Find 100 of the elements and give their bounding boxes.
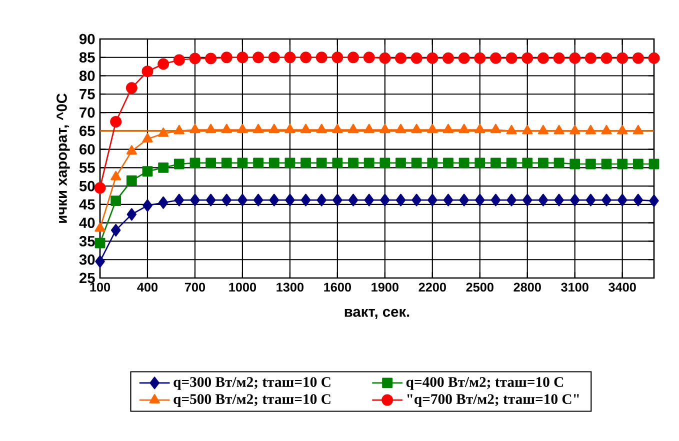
point bbox=[237, 124, 248, 134]
point bbox=[538, 194, 548, 206]
point bbox=[570, 194, 580, 206]
point bbox=[238, 194, 248, 206]
point bbox=[348, 52, 359, 64]
point bbox=[380, 124, 390, 134]
y-tick-label: 85 bbox=[79, 52, 95, 63]
point bbox=[285, 194, 295, 206]
x-tick-label: 700 bbox=[184, 282, 206, 292]
x-tick-label: 400 bbox=[137, 282, 158, 292]
point bbox=[284, 124, 296, 134]
point bbox=[426, 52, 438, 64]
point bbox=[648, 158, 660, 170]
legend-label: q=500 Вт/м2; tташ=10 C bbox=[174, 394, 330, 408]
point bbox=[602, 194, 612, 206]
point bbox=[268, 52, 280, 64]
point bbox=[348, 124, 359, 134]
point bbox=[300, 158, 311, 168]
legend-label: "q=700 Вт/м2; tташ=10 C" bbox=[407, 394, 579, 408]
point bbox=[617, 194, 628, 206]
point bbox=[554, 194, 564, 206]
point bbox=[190, 124, 200, 134]
point bbox=[189, 52, 201, 64]
point bbox=[222, 194, 232, 206]
point bbox=[506, 194, 516, 206]
point bbox=[395, 52, 406, 64]
x-tick-label: 2200 bbox=[418, 282, 446, 292]
point bbox=[174, 194, 184, 206]
x-tick-label: 1300 bbox=[276, 282, 304, 292]
point bbox=[126, 145, 137, 154]
point bbox=[126, 82, 138, 94]
point bbox=[490, 124, 502, 134]
point bbox=[553, 52, 565, 64]
point bbox=[616, 52, 628, 64]
point bbox=[458, 158, 470, 168]
point bbox=[174, 158, 184, 170]
point bbox=[158, 162, 169, 173]
point bbox=[221, 124, 232, 134]
point bbox=[221, 158, 232, 168]
point bbox=[158, 127, 169, 137]
point bbox=[173, 54, 185, 66]
point bbox=[601, 124, 612, 134]
point bbox=[158, 58, 170, 70]
point bbox=[300, 194, 311, 206]
point bbox=[158, 196, 168, 209]
point bbox=[316, 52, 328, 64]
y-tick-label: 80 bbox=[79, 70, 95, 81]
x-tick-label: 100 bbox=[90, 282, 110, 292]
point bbox=[617, 158, 628, 170]
y-tick-label: 55 bbox=[79, 162, 95, 173]
point bbox=[220, 52, 232, 64]
point bbox=[284, 158, 296, 168]
point bbox=[268, 124, 280, 134]
point bbox=[410, 52, 422, 64]
point bbox=[648, 52, 660, 64]
point bbox=[490, 194, 501, 206]
point bbox=[364, 158, 374, 168]
point bbox=[395, 124, 406, 134]
y-tick-label: 50 bbox=[79, 180, 95, 192]
point bbox=[458, 124, 470, 134]
point bbox=[316, 124, 327, 134]
y-axis-title: ички харорат, ^0C bbox=[56, 93, 70, 223]
x-axis-title: вакт, сек. bbox=[344, 308, 410, 320]
y-tick-label: 30 bbox=[79, 254, 95, 265]
point bbox=[348, 158, 358, 168]
point bbox=[584, 52, 596, 64]
point bbox=[427, 158, 438, 168]
y-tick-label: 25 bbox=[79, 272, 95, 284]
x-tick-label: 3100 bbox=[561, 282, 588, 292]
point bbox=[601, 158, 612, 170]
point bbox=[474, 158, 486, 168]
point bbox=[458, 52, 470, 64]
point bbox=[396, 158, 406, 168]
point bbox=[569, 52, 581, 64]
point bbox=[506, 52, 518, 64]
y-tick-label: 65 bbox=[80, 126, 95, 136]
point bbox=[348, 194, 358, 206]
point bbox=[94, 182, 106, 194]
x-tick-label: 2500 bbox=[466, 282, 494, 292]
point bbox=[94, 238, 106, 248]
point bbox=[300, 124, 312, 134]
point bbox=[236, 52, 248, 64]
point bbox=[110, 224, 121, 236]
point bbox=[110, 116, 122, 128]
point bbox=[364, 124, 374, 134]
legend-label: q=300 Вт/м2; tташ=10 C bbox=[174, 377, 330, 390]
point bbox=[586, 194, 596, 206]
point bbox=[600, 52, 612, 64]
y-tick-label: 45 bbox=[79, 199, 95, 210]
point bbox=[363, 52, 375, 64]
point bbox=[474, 52, 486, 64]
point bbox=[94, 222, 106, 232]
point bbox=[206, 158, 216, 168]
y-tick-label: 35 bbox=[79, 236, 95, 246]
point bbox=[396, 194, 406, 206]
point bbox=[442, 124, 454, 134]
point bbox=[142, 166, 153, 177]
point bbox=[252, 124, 264, 134]
legend-label: q=400 Вт/м2; tташ=10 C bbox=[406, 377, 564, 390]
point bbox=[412, 194, 422, 206]
